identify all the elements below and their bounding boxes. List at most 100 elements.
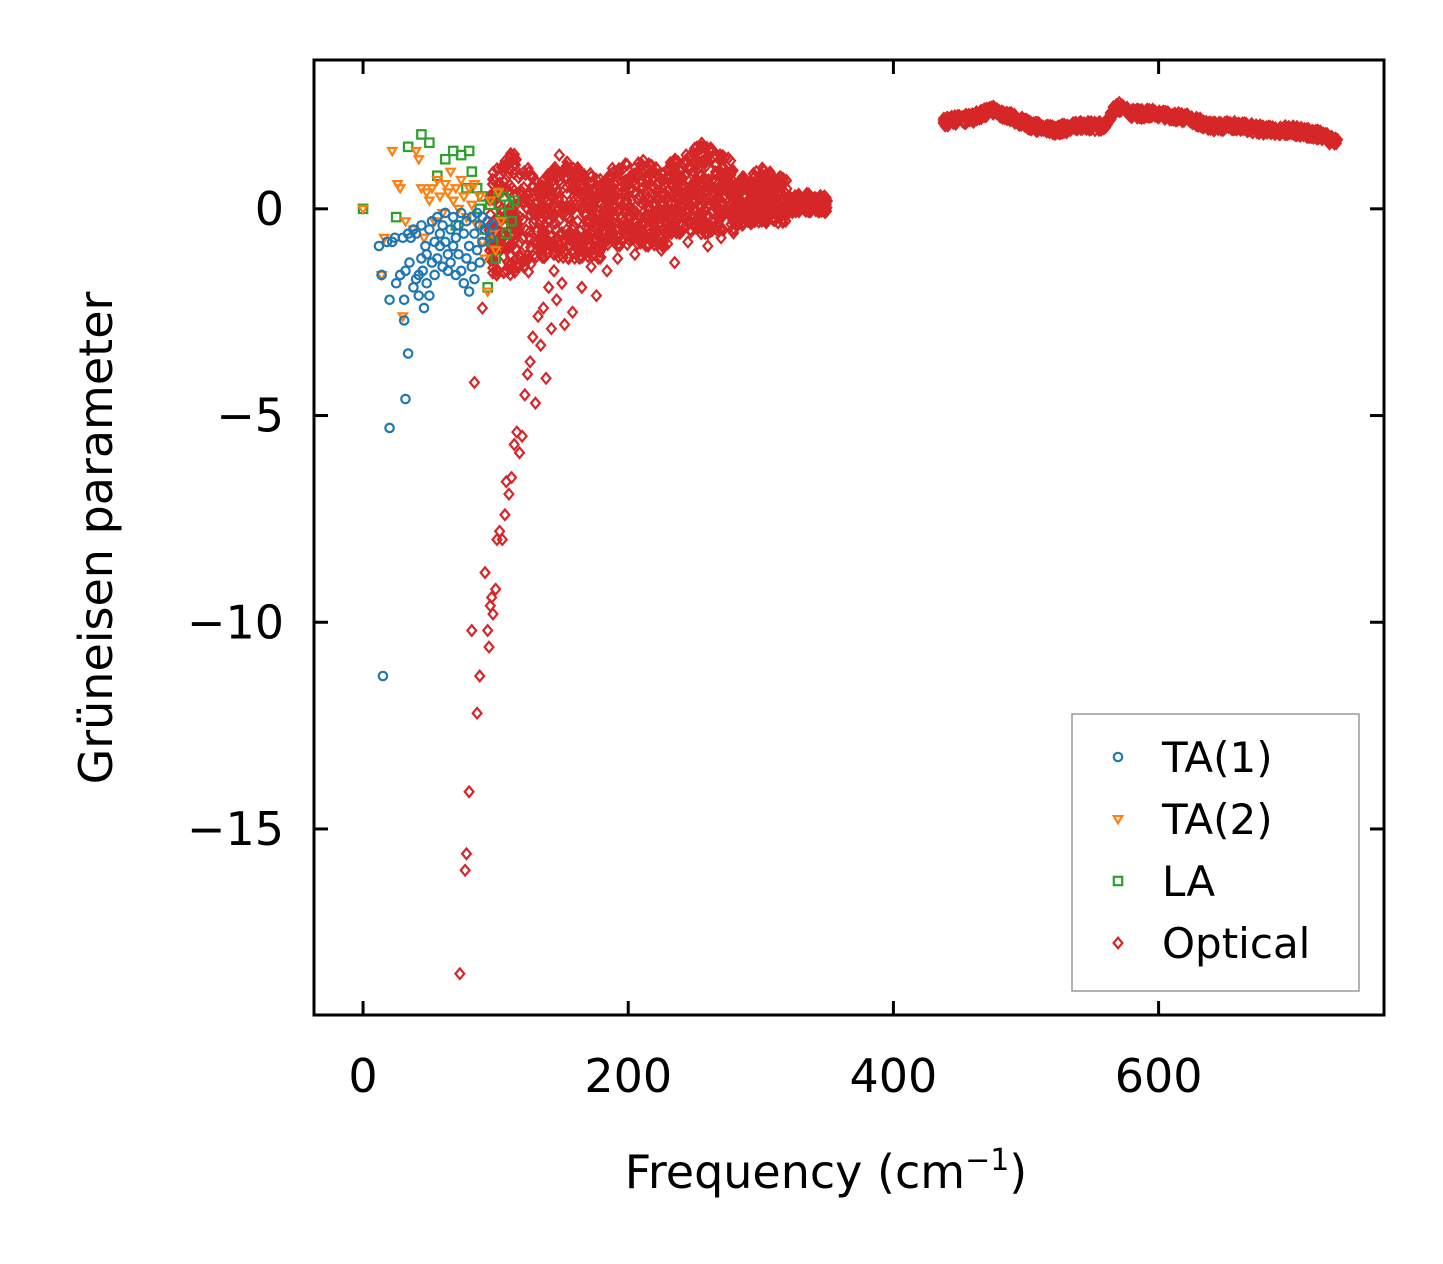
legend: TA(1) TA(2) LA Optical [1071, 713, 1360, 992]
optical-cloud-point [511, 216, 524, 231]
optical-cloud-point [756, 187, 769, 202]
optical-cloud-point [580, 207, 593, 222]
la-point [463, 145, 475, 157]
optical-point [768, 206, 780, 220]
y-tick-label: −5 [216, 389, 284, 443]
optical-cloud-point [701, 153, 714, 168]
optical-high-band-point [1083, 123, 1096, 137]
ta1-point [402, 348, 414, 359]
ta1-point [439, 236, 451, 248]
legend-marker-optical [1112, 936, 1124, 950]
optical-cloud-point [577, 169, 590, 184]
optical-high-band-point [1019, 116, 1032, 131]
optical-cloud-point [497, 159, 509, 174]
optical-point [454, 966, 466, 981]
optical-cloud-point [718, 205, 731, 220]
optical-cloud-point [755, 175, 767, 190]
optical-point [516, 429, 529, 444]
optical-cloud-point [684, 149, 697, 164]
legend-label-ta1: TA(1) [1161, 733, 1273, 782]
optical-point [617, 230, 629, 245]
ta2-point [481, 287, 494, 298]
optical-high-band-point [1194, 116, 1207, 131]
optical-cloud-point [563, 233, 576, 247]
optical-point [695, 226, 708, 241]
optical-cloud-point [718, 172, 731, 187]
la-point [506, 215, 517, 227]
optical-cloud-point [512, 170, 525, 185]
optical-cloud-point [710, 166, 723, 181]
optical-cloud-point [732, 181, 745, 196]
optical-cloud-point [536, 234, 549, 249]
optical-cloud-point [638, 185, 651, 200]
optical-cloud-point [518, 164, 530, 179]
ta1-point [377, 670, 389, 682]
optical-point [485, 590, 498, 605]
ta1-point [432, 253, 443, 264]
optical-high-band-point [943, 113, 956, 128]
optical-high-band-point [953, 108, 966, 123]
ta1-point [469, 228, 480, 239]
la-point [390, 211, 402, 223]
ta1-point [376, 269, 387, 281]
optical-cloud-point [605, 203, 618, 218]
optical-high-band-point [1104, 112, 1117, 127]
optical-high-band-point [1164, 110, 1177, 125]
optical-cloud-point [719, 151, 731, 166]
ta1-point [469, 273, 480, 285]
optical-high-band-point [971, 112, 984, 126]
optical-point [489, 582, 502, 597]
optical-cloud-point [704, 224, 717, 239]
ta1-point [381, 236, 393, 248]
optical-point [708, 214, 721, 229]
optical-cloud-point [663, 221, 676, 236]
optical-point [622, 210, 635, 225]
optical-point [668, 255, 681, 270]
optical-cloud-point [721, 170, 733, 185]
optical-point [575, 280, 588, 295]
ta1-point [404, 257, 415, 268]
optical-cloud-point [699, 203, 711, 218]
optical-high-band-point [1010, 112, 1022, 127]
optical-point [540, 371, 552, 386]
optical-cloud-point [588, 212, 601, 227]
optical-cloud-point [764, 180, 777, 195]
legend-label-ta2: TA(2) [1161, 795, 1273, 844]
optical-point [476, 301, 489, 316]
optical-cloud-point [746, 185, 759, 200]
optical-cloud-point [671, 192, 683, 207]
la-point [485, 199, 496, 210]
optical-point [518, 387, 531, 402]
optical-cloud-point [531, 176, 544, 190]
optical-cloud-point [701, 192, 714, 207]
optical-point [479, 565, 491, 580]
optical-point [648, 214, 661, 229]
optical-cloud-point [643, 201, 656, 216]
optical-high-band-point [1118, 101, 1131, 116]
optical-cloud-point [601, 233, 614, 248]
ta1-point [384, 422, 395, 434]
optical-cloud-point [730, 183, 742, 198]
optical-point [521, 367, 534, 382]
optical-point [508, 437, 521, 452]
optical-high-band-point [949, 108, 961, 123]
ta2-point [356, 204, 370, 216]
optical-cloud-point [552, 169, 565, 184]
optical-point [611, 251, 624, 266]
optical-cloud-point [529, 205, 542, 220]
optical-point [529, 396, 542, 411]
ta2-point [447, 196, 460, 207]
optical-cloud-point [517, 212, 529, 227]
optical-point [473, 669, 486, 683]
optical-point [524, 354, 536, 369]
optical-cloud-point [541, 246, 554, 261]
la-point [416, 129, 427, 140]
optical-high-band-point [1111, 100, 1124, 115]
optical-cloud-point [520, 201, 533, 216]
ta1-point [463, 286, 475, 297]
optical-cloud-point [589, 184, 602, 199]
optical-cloud-point [522, 161, 534, 176]
optical-point [590, 288, 603, 303]
optical-cloud-point [674, 205, 687, 220]
